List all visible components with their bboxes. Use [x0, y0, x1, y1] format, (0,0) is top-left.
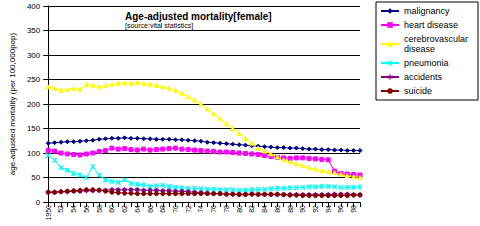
svg-text:72: 72: [185, 205, 192, 213]
svg-text:150: 150: [27, 124, 41, 133]
svg-text:60: 60: [108, 205, 115, 213]
svg-text:50: 50: [31, 173, 40, 182]
svg-text:92: 92: [312, 205, 319, 213]
svg-text:56: 56: [83, 205, 90, 213]
svg-text:82: 82: [248, 205, 255, 213]
svg-text:52: 52: [57, 205, 64, 213]
svg-text:250: 250: [27, 75, 41, 84]
svg-text:86: 86: [274, 205, 281, 213]
svg-text:76: 76: [210, 205, 217, 213]
svg-text:88: 88: [287, 205, 294, 213]
svg-text:disease: disease: [404, 44, 435, 54]
svg-text:0: 0: [36, 198, 41, 207]
svg-text:94: 94: [325, 205, 332, 213]
svg-text:74: 74: [197, 205, 204, 213]
svg-text:84: 84: [261, 205, 268, 213]
svg-text:64: 64: [134, 205, 141, 213]
svg-text:66: 66: [147, 205, 154, 213]
svg-text:age-adjusted mortality (per 10: age-adjusted mortality (per 100,000pop): [8, 33, 17, 176]
svg-text:heart disease: heart disease: [404, 20, 458, 30]
svg-text:62: 62: [121, 205, 128, 213]
svg-text:suicide: suicide: [404, 86, 432, 96]
svg-text:70: 70: [172, 205, 179, 213]
svg-text:54: 54: [70, 205, 77, 213]
svg-text:100: 100: [27, 149, 41, 158]
svg-text:Age-adjusted mortality[female]: Age-adjusted mortality[female]: [125, 11, 272, 22]
svg-text:80: 80: [236, 205, 243, 213]
svg-text:pneumonia: pneumonia: [404, 58, 449, 68]
svg-text:78: 78: [223, 205, 230, 213]
svg-text:96: 96: [337, 205, 344, 213]
svg-text:[source:vital statistics]: [source:vital statistics]: [125, 22, 193, 30]
svg-text:malignancy: malignancy: [404, 6, 450, 16]
svg-text:350: 350: [27, 26, 41, 35]
svg-text:cerebrovascular: cerebrovascular: [404, 34, 471, 44]
svg-text:68: 68: [159, 205, 166, 213]
svg-text:90: 90: [299, 205, 306, 213]
svg-text:300: 300: [27, 51, 41, 60]
svg-text:400: 400: [27, 2, 41, 11]
svg-text:98: 98: [350, 205, 357, 213]
svg-text:58: 58: [96, 205, 103, 213]
svg-text:accidents: accidents: [404, 72, 443, 82]
svg-text:1950: 1950: [45, 205, 52, 221]
svg-text:200: 200: [27, 100, 41, 109]
